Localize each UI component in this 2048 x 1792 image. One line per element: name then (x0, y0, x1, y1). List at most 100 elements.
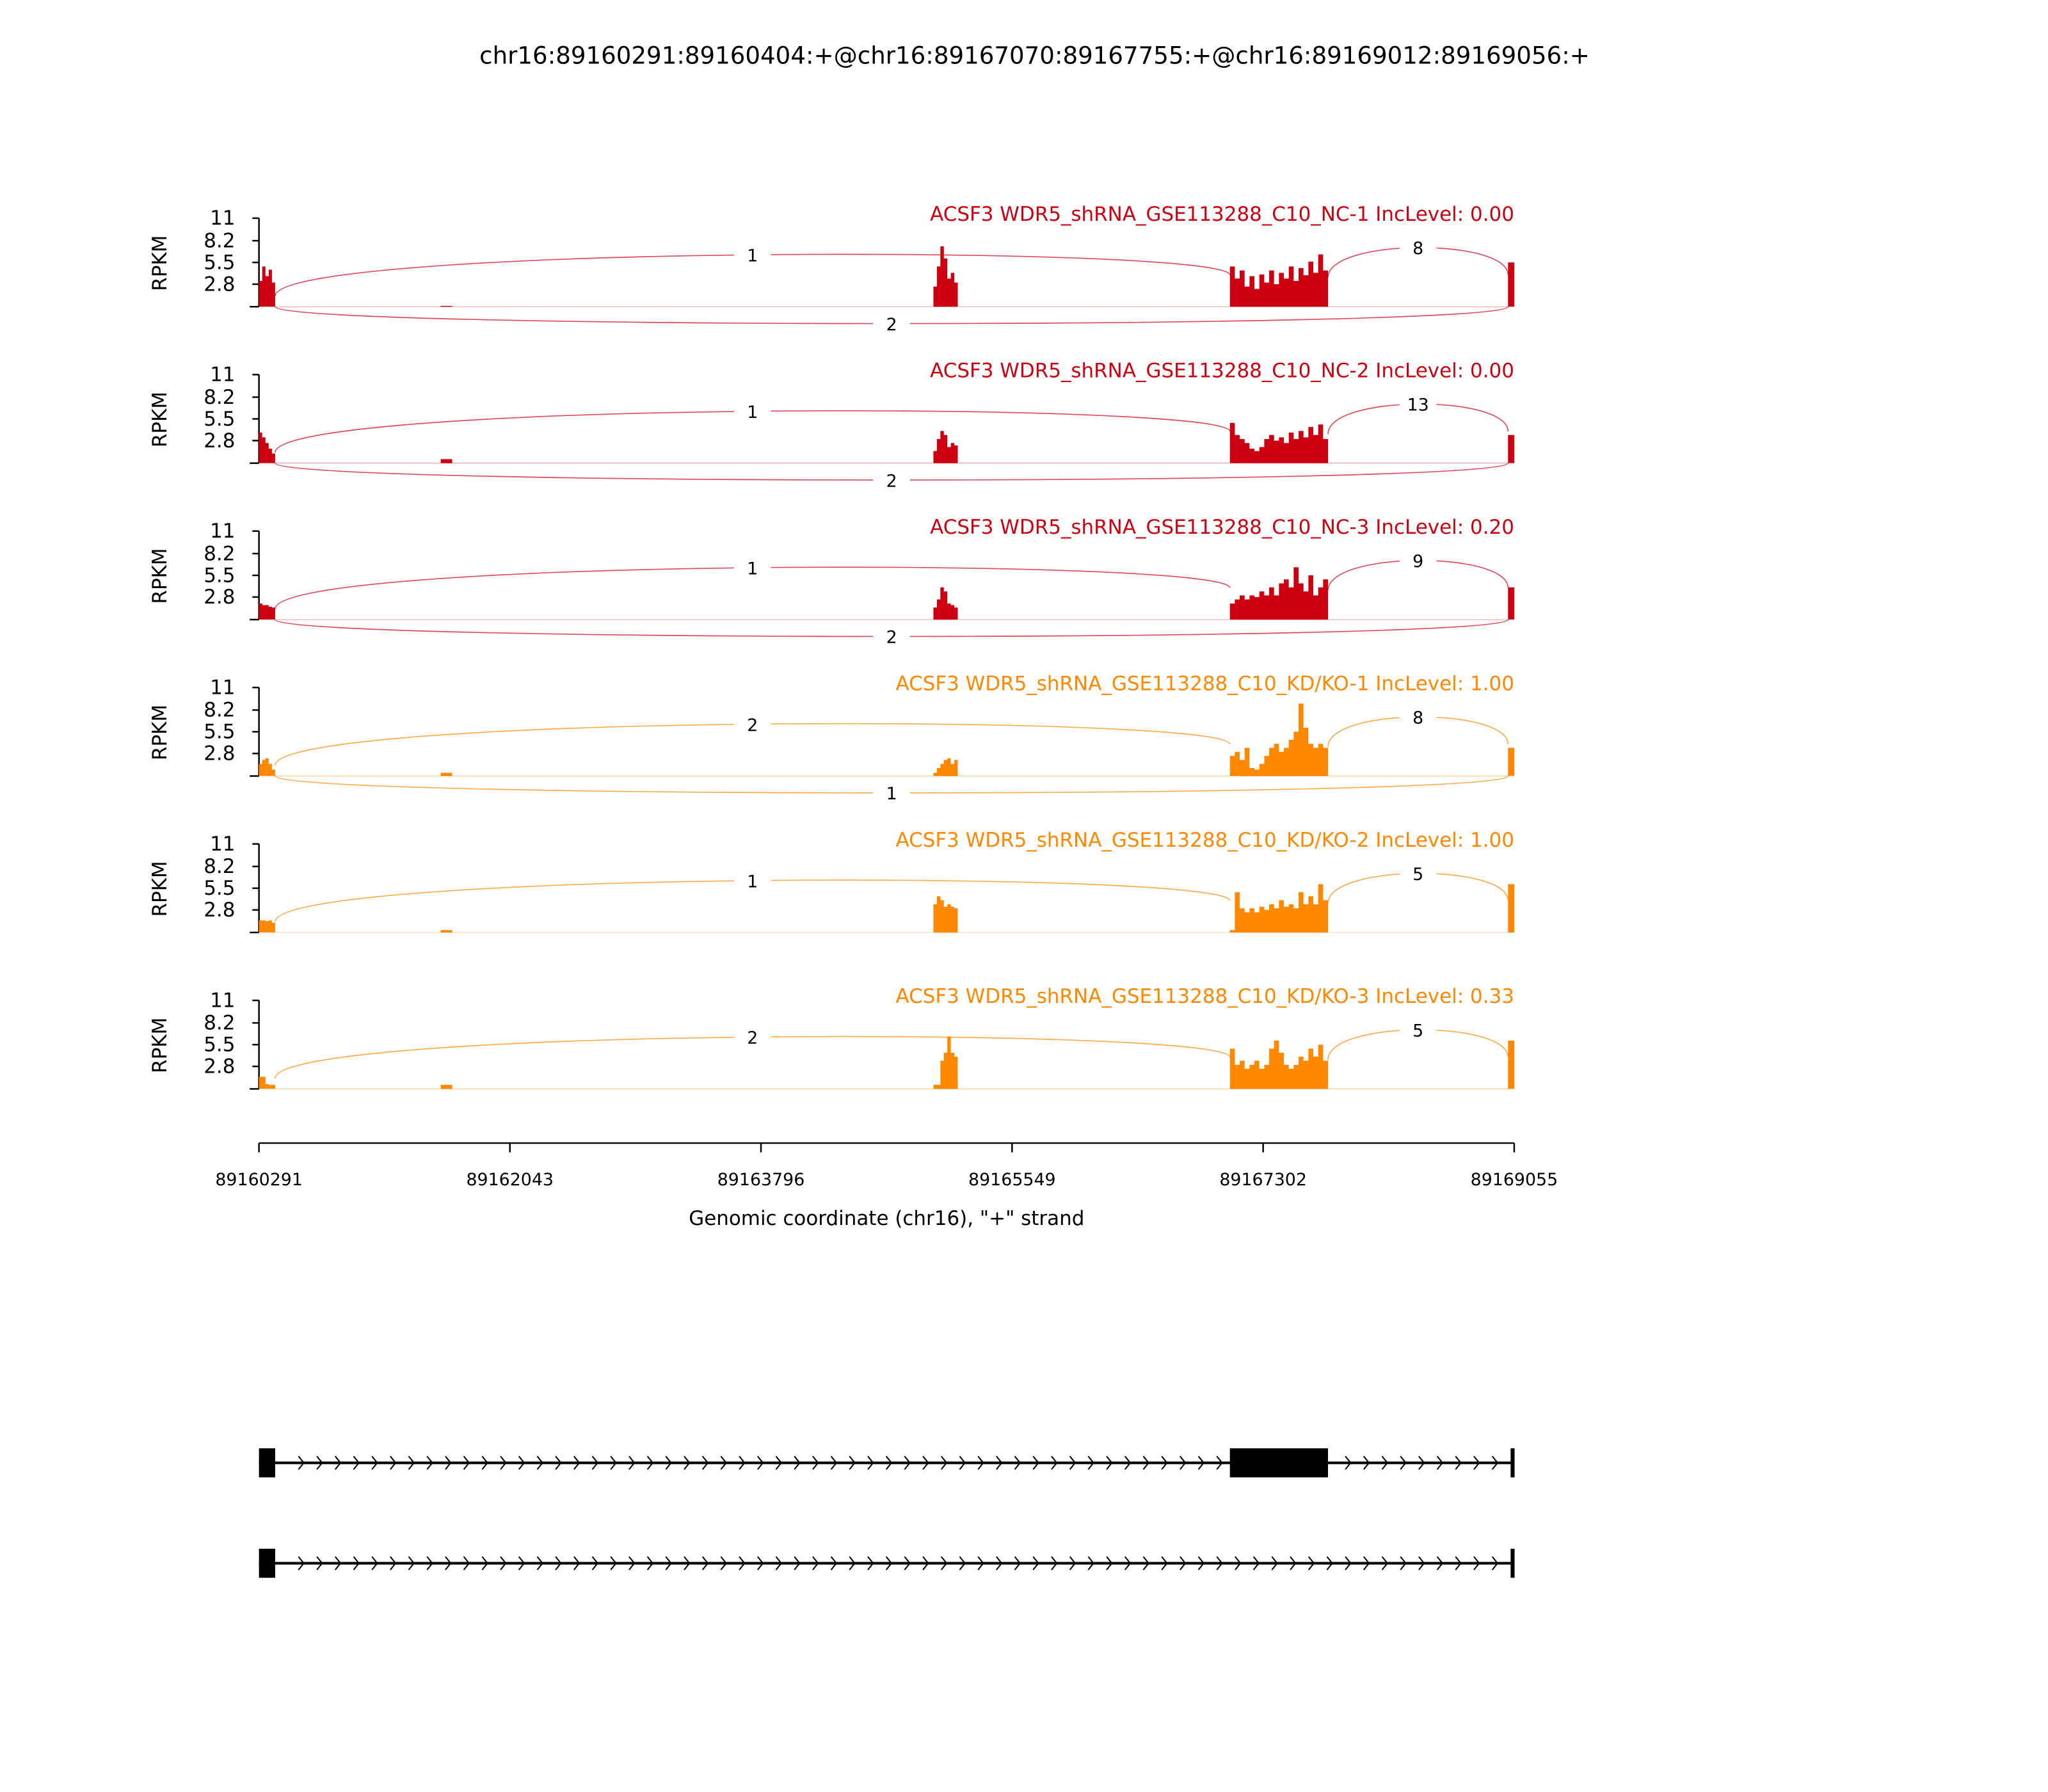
exon-block (1510, 1548, 1515, 1578)
junction-upstream-label-bg (733, 244, 771, 266)
strand-arrow-icon (1014, 1455, 1021, 1470)
coverage-exon1 (259, 920, 275, 932)
strand-arrow-icon (1180, 1455, 1187, 1470)
coverage-exon1 (259, 603, 275, 620)
strand-arrow-icon (591, 1455, 599, 1470)
strand-arrow-icon (977, 1455, 984, 1470)
strand-arrow-icon (316, 1556, 323, 1571)
junction-upstream-label-bg (733, 870, 771, 892)
strand-arrow-icon (684, 1455, 691, 1470)
coverage-exon2 (1229, 567, 1329, 620)
strand-arrow-icon (426, 1556, 433, 1571)
strand-arrow-icon (940, 1455, 948, 1470)
junction-upstream-label: 1 (747, 872, 758, 892)
strand-arrow-icon (1216, 1556, 1223, 1571)
strand-arrow-icon (1418, 1455, 1425, 1470)
strand-arrow-icon (701, 1556, 709, 1571)
sample-panel: 118.25.52.8 RPKM ACSF3 WDR5_shRNA_GSE11328… (148, 672, 1515, 804)
junction-downstream-label-bg (1399, 550, 1437, 572)
strand-arrow-icon (1014, 1556, 1021, 1571)
junction-downstream-label-bg (1399, 1019, 1437, 1041)
strand-arrow-icon (1142, 1556, 1150, 1571)
y-tick-label: 8.2 (204, 699, 235, 722)
strand-arrow-icon (665, 1455, 672, 1470)
sample-panel: 118.25.52.8 RPKM ACSF3 WDR5_shRNA_GSE11328… (148, 516, 1515, 648)
strand-arrow-icon (1087, 1556, 1094, 1571)
coverage-exon1 (259, 758, 275, 776)
strand-arrow-icon (1345, 1455, 1352, 1470)
strand-arrow-icon (1308, 1556, 1315, 1571)
y-tick-label: 8.2 (204, 229, 235, 252)
strand-arrow-icon (628, 1556, 636, 1571)
strand-arrow-icon (1491, 1556, 1499, 1571)
y-tick-label: 5.5 (204, 564, 235, 587)
strand-arrow-icon (371, 1556, 378, 1571)
exon-block (1229, 1448, 1329, 1478)
y-tick-label: 8.2 (204, 542, 235, 565)
junction-upstream-label-bg (733, 557, 771, 579)
x-tick-label: 89167302 (1219, 1170, 1307, 1190)
gene-model (259, 1548, 1515, 1578)
coverage-exon3 (1508, 1040, 1515, 1089)
strand-arrow-icon (610, 1556, 617, 1571)
panel-title: ACSF3 WDR5_shRNA_GSE113288_C10_KD/KO-3 I… (895, 985, 1514, 1008)
coverage-peak (933, 758, 958, 776)
junction-skip-label-bg (873, 625, 911, 647)
junction-downstream-label: 13 (1407, 396, 1429, 415)
junction-skip-label-bg (873, 313, 911, 335)
y-tick-label: 11 (210, 989, 235, 1012)
strand-arrow-icon (775, 1455, 783, 1470)
strand-arrow-icon (1235, 1556, 1242, 1571)
strand-arrow-icon (1455, 1556, 1462, 1571)
strand-arrow-icon (536, 1455, 544, 1470)
strand-arrow-icon (463, 1556, 470, 1571)
strand-arrow-icon (1032, 1455, 1039, 1470)
strand-arrow-icon (390, 1556, 397, 1571)
strand-arrow-icon (390, 1455, 397, 1470)
strand-arrow-icon (756, 1455, 764, 1470)
sample-panel: 118.25.52.8 RPKM ACSF3 WDR5_shRNA_GSE11328… (148, 829, 1515, 934)
coverage-peak (933, 431, 958, 463)
y-axis-label: RPKM (148, 1018, 172, 1073)
y-tick-label: 11 (210, 520, 235, 543)
y-tick-label: 11 (210, 833, 235, 856)
junction-downstream-label: 8 (1412, 708, 1423, 728)
strand-arrow-icon (518, 1455, 525, 1470)
y-axis-label: RPKM (148, 392, 172, 447)
strand-arrow-icon (739, 1556, 746, 1571)
junction-upstream-label: 2 (747, 1028, 758, 1048)
strand-arrow-icon (591, 1556, 599, 1571)
junction-downstream-label: 5 (1412, 1021, 1423, 1041)
strand-arrow-icon (298, 1556, 305, 1571)
x-axis: Genomic coordinate (chr16), "+" strand 8… (215, 1142, 1558, 1230)
strand-arrow-icon (867, 1556, 874, 1571)
coverage-exon3 (1508, 262, 1515, 307)
y-tick-label: 8.2 (204, 1012, 235, 1035)
strand-arrow-icon (555, 1556, 562, 1571)
coverage-exon2 (1229, 703, 1329, 776)
strand-arrow-icon (316, 1455, 323, 1470)
coverage-exon3 (1508, 587, 1515, 620)
x-tick-label: 89169055 (1471, 1170, 1558, 1190)
strand-arrow-icon (1069, 1455, 1076, 1470)
coverage-exon2 (1229, 884, 1329, 932)
strand-arrow-icon (1345, 1556, 1352, 1571)
sample-panel: 118.25.52.8 RPKM ACSF3 WDR5_shRNA_GSE11328… (148, 985, 1515, 1090)
coverage-exon2 (1229, 254, 1329, 307)
junction-upstream-label: 1 (747, 246, 758, 266)
strand-arrow-icon (1290, 1556, 1297, 1571)
y-tick-label: 5.5 (204, 251, 235, 274)
y-tick-label: 2.8 (204, 1055, 235, 1078)
strand-arrow-icon (408, 1455, 415, 1470)
strand-arrow-icon (1124, 1455, 1132, 1470)
junction-upstream-label: 1 (747, 559, 758, 579)
y-tick-label: 2.8 (204, 586, 235, 609)
x-tick-label: 89165549 (968, 1170, 1056, 1190)
junction-skip-label-bg (873, 469, 911, 491)
strand-arrow-icon (720, 1455, 727, 1470)
y-tick-label: 8.2 (204, 855, 235, 878)
panel-title: ACSF3 WDR5_shRNA_GSE113288_C10_NC-1 IncL… (930, 203, 1514, 226)
strand-arrow-icon (481, 1556, 488, 1571)
panel-title: ACSF3 WDR5_shRNA_GSE113288_C10_NC-2 IncL… (930, 359, 1514, 382)
